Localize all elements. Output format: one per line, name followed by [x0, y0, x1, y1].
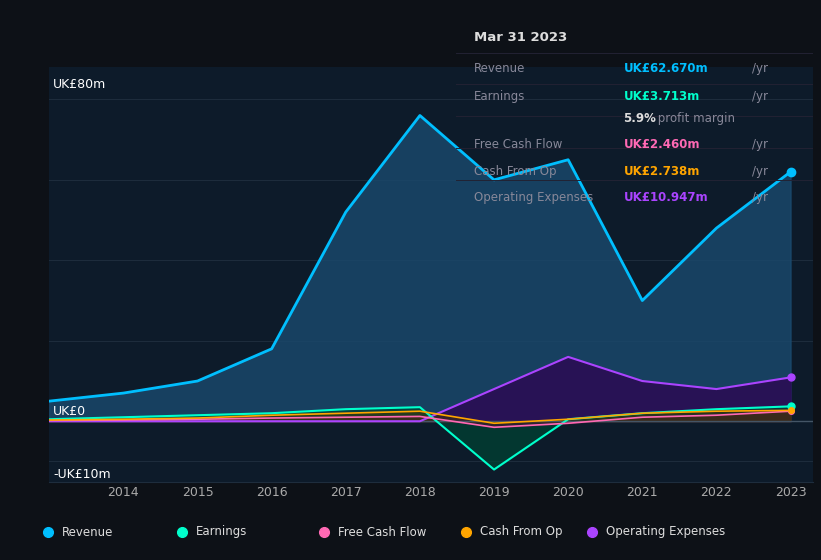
Text: Cash From Op: Cash From Op [474, 165, 556, 179]
Text: Free Cash Flow: Free Cash Flow [474, 138, 562, 151]
Text: /yr: /yr [752, 90, 768, 103]
Text: UK£62.670m: UK£62.670m [623, 62, 709, 75]
Text: UK£3.713m: UK£3.713m [623, 90, 699, 103]
Text: Free Cash Flow: Free Cash Flow [338, 525, 426, 539]
Text: UK£2.738m: UK£2.738m [623, 165, 699, 179]
Text: 5.9%: 5.9% [623, 111, 656, 125]
Text: Revenue: Revenue [62, 525, 113, 539]
Text: profit margin: profit margin [654, 111, 735, 125]
Text: Earnings: Earnings [474, 90, 525, 103]
Text: Operating Expenses: Operating Expenses [606, 525, 725, 539]
Text: UK£80m: UK£80m [53, 78, 106, 91]
Text: /yr: /yr [752, 138, 768, 151]
Text: UK£0: UK£0 [53, 405, 86, 418]
Text: -UK£10m: -UK£10m [53, 468, 111, 480]
Text: /yr: /yr [752, 191, 768, 204]
Text: Cash From Op: Cash From Op [479, 525, 562, 539]
Text: Earnings: Earnings [196, 525, 247, 539]
Text: Mar 31 2023: Mar 31 2023 [474, 31, 566, 44]
Text: Revenue: Revenue [474, 62, 525, 75]
Text: /yr: /yr [752, 62, 768, 75]
Text: /yr: /yr [752, 165, 768, 179]
Text: UK£2.460m: UK£2.460m [623, 138, 700, 151]
Text: UK£10.947m: UK£10.947m [623, 191, 709, 204]
Text: Operating Expenses: Operating Expenses [474, 191, 593, 204]
